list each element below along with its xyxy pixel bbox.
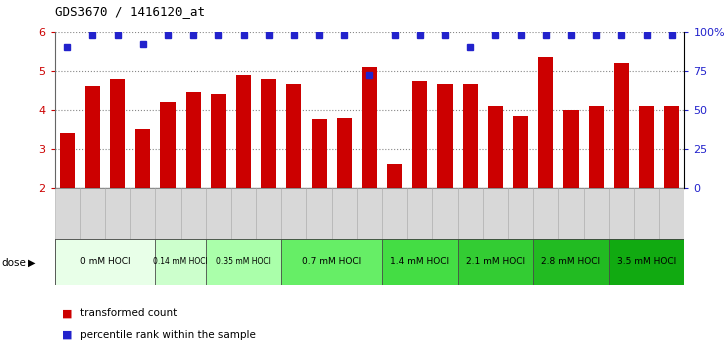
Text: 0.7 mM HOCl: 0.7 mM HOCl xyxy=(302,257,361,267)
Bar xyxy=(256,188,281,239)
Bar xyxy=(659,188,684,239)
Bar xyxy=(312,120,327,188)
Bar xyxy=(130,188,155,239)
Bar xyxy=(614,63,629,188)
Bar xyxy=(538,57,553,188)
Bar xyxy=(664,106,679,188)
Bar xyxy=(432,188,458,239)
Bar xyxy=(609,239,684,285)
Bar xyxy=(261,79,276,188)
Bar xyxy=(181,188,206,239)
Text: 1.4 mM HOCl: 1.4 mM HOCl xyxy=(390,257,449,267)
Bar xyxy=(206,188,231,239)
Bar xyxy=(483,188,508,239)
Bar xyxy=(155,188,181,239)
Bar xyxy=(609,188,634,239)
Bar xyxy=(60,133,75,188)
Bar xyxy=(438,84,453,188)
Bar xyxy=(362,67,377,188)
Bar xyxy=(85,86,100,188)
Bar xyxy=(55,188,80,239)
Bar xyxy=(281,188,306,239)
Bar xyxy=(211,94,226,188)
Bar xyxy=(533,239,609,285)
Bar xyxy=(186,92,201,188)
Bar xyxy=(584,188,609,239)
Text: 0 mM HOCl: 0 mM HOCl xyxy=(79,257,130,267)
Text: dose: dose xyxy=(1,258,26,268)
Text: 2.1 mM HOCl: 2.1 mM HOCl xyxy=(466,257,525,267)
Bar xyxy=(236,75,251,188)
Text: 2.8 mM HOCl: 2.8 mM HOCl xyxy=(542,257,601,267)
Bar xyxy=(110,79,125,188)
Bar xyxy=(458,188,483,239)
Bar xyxy=(634,188,659,239)
Text: ■: ■ xyxy=(62,308,72,318)
Bar xyxy=(80,188,105,239)
Bar xyxy=(135,129,150,188)
Bar xyxy=(533,188,558,239)
Bar xyxy=(563,110,579,188)
Bar xyxy=(382,188,407,239)
Bar xyxy=(463,84,478,188)
Bar xyxy=(508,188,533,239)
Bar xyxy=(160,102,175,188)
Bar xyxy=(382,239,458,285)
Text: 0.35 mM HOCl: 0.35 mM HOCl xyxy=(216,257,271,267)
Bar xyxy=(206,239,281,285)
Bar xyxy=(231,188,256,239)
Text: transformed count: transformed count xyxy=(80,308,178,318)
Bar xyxy=(332,188,357,239)
Bar xyxy=(357,188,382,239)
Bar xyxy=(286,84,301,188)
Bar xyxy=(155,239,206,285)
Bar xyxy=(458,239,533,285)
Text: percentile rank within the sample: percentile rank within the sample xyxy=(80,330,256,339)
Bar xyxy=(281,239,382,285)
Text: 0.14 mM HOCl: 0.14 mM HOCl xyxy=(153,257,208,267)
Bar xyxy=(306,188,332,239)
Bar xyxy=(513,115,528,188)
Bar xyxy=(407,188,432,239)
Text: GDS3670 / 1416120_at: GDS3670 / 1416120_at xyxy=(55,5,205,18)
Text: 3.5 mM HOCl: 3.5 mM HOCl xyxy=(617,257,676,267)
Bar xyxy=(412,81,427,188)
Bar xyxy=(55,239,155,285)
Bar xyxy=(387,164,402,188)
Bar xyxy=(337,118,352,188)
Bar xyxy=(488,106,503,188)
Text: ▶: ▶ xyxy=(28,258,35,268)
Bar xyxy=(639,106,654,188)
Bar xyxy=(558,188,584,239)
Text: ■: ■ xyxy=(62,330,72,339)
Bar xyxy=(589,106,604,188)
Bar xyxy=(105,188,130,239)
